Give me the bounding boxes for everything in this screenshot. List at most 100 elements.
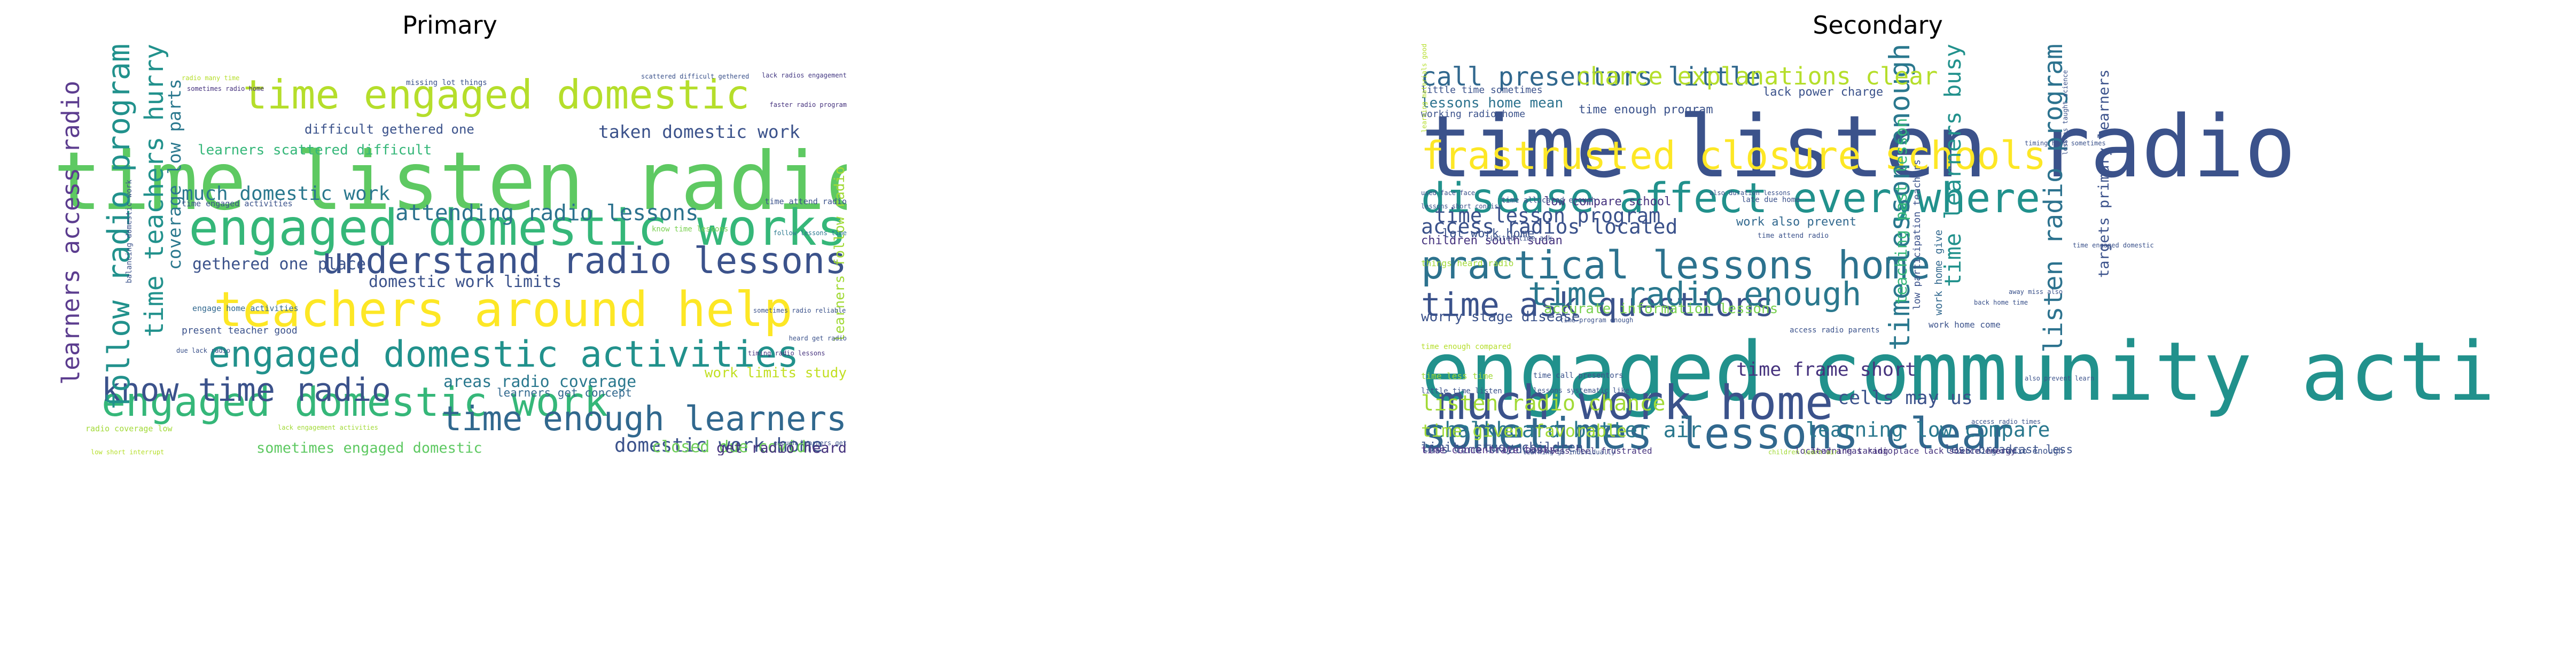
wordcloud-term: engaged domestic works	[189, 199, 847, 257]
wordcloud-term: taken domestic work	[598, 121, 800, 142]
wordcloud-term: much domestic work	[182, 183, 391, 205]
wordcloud-term: get radio heard	[716, 440, 847, 455]
wordcloud-term: much work home	[1437, 375, 1833, 430]
wordcloud-term: time call presentors	[1533, 371, 1623, 380]
wordcloud-term: work limits study	[704, 365, 847, 381]
wordcloud-term: time ask questions	[1421, 286, 1775, 324]
wordcloud-term: enough learners get	[773, 439, 847, 447]
wordcloud-term: balancing domestic work	[125, 180, 134, 283]
wordcloud-term: limited time ask	[1485, 235, 1552, 243]
wordcloud-term: learners follow radio	[832, 166, 847, 342]
wordcloud-term: low participation teachers	[1911, 159, 1923, 310]
wordcloud-term: lack source energy	[1923, 446, 2016, 455]
wordcloud-term: time enough learners	[441, 399, 847, 438]
wordcloud-term: sometimes radio reliable	[753, 307, 846, 314]
wordcloud-term: children south sudan	[1421, 234, 1563, 247]
wordcloud-term: worry stage disease	[1421, 309, 1580, 325]
wordcloud-term: children learn air	[1768, 448, 1838, 455]
wordcloud-term: less broadcast less	[1945, 443, 2073, 455]
wordcloud-term: learning materials good	[1421, 44, 1428, 133]
wordcloud-term: back home time	[1974, 299, 2028, 306]
wordcloud-term: time concentrate books	[1421, 444, 1556, 455]
wordcloud-term: access radios located	[1421, 215, 1678, 238]
wordcloud-term: follow lessons time	[773, 229, 847, 237]
wordcloud-term: located areas radio	[1795, 446, 1893, 455]
wordcloud-term: engage home activities	[192, 304, 299, 313]
wordcloud-term: time enough compared	[1421, 343, 1511, 351]
wordcloud-term: lack radios engagement	[762, 72, 847, 79]
wordcloud-term: working radio home	[1421, 108, 1526, 120]
wordcloud-term: little time sometimes	[1421, 84, 1543, 96]
wordcloud-term: due lack radio	[176, 347, 231, 354]
wordcloud-term: time frame short	[1736, 359, 1917, 381]
wordcloud-term: engaged domestic work	[102, 378, 608, 425]
secondary-wordcloud: time listen radio engaged community activ…	[1421, 44, 2489, 455]
wordcloud-term: areas radio coverage	[443, 373, 637, 391]
wordcloud-term: scattered difficult gethered	[641, 73, 750, 80]
wordcloud-term: know time radio	[102, 371, 391, 409]
wordcloud-term: access radio parents	[1790, 326, 1880, 335]
wordcloud-term: used face face	[1421, 189, 1476, 197]
wordcloud-term: time attend radio	[1758, 232, 1829, 240]
wordcloud-term: listen radio chance	[1421, 391, 1666, 416]
wordcloud-term: learning taking place	[1811, 446, 1919, 455]
wordcloud-term: disease affect everywhere	[1421, 175, 2040, 222]
wordcloud-term: cells may us	[1838, 387, 1973, 409]
wordcloud-term: time listen radio	[1421, 97, 2296, 197]
wordcloud-term: work also prevent	[1736, 215, 1857, 229]
wordcloud-term: lot work home	[1442, 227, 1535, 241]
wordcloud-term: chance explanations clear	[1576, 62, 1938, 90]
wordcloud-term: timing radio lessons	[748, 350, 825, 357]
wordcloud-term: time listen radio	[53, 135, 847, 228]
wordcloud-term: radio coverage low	[85, 424, 173, 433]
wordcloud-term: learning go individually	[1523, 448, 1615, 455]
wordcloud-term: access radio times	[1971, 418, 2041, 425]
wordcloud-term: know time lessons	[652, 225, 729, 234]
wordcloud-term: learning radio enough	[1955, 446, 2064, 455]
wordcloud-term: sometimes lessons clear	[1421, 409, 2013, 455]
wordcloud-term: work home come	[1929, 320, 2001, 330]
wordcloud-term: lack power charge	[1763, 86, 1884, 99]
wordcloud-term: things heard radio	[1421, 258, 1514, 268]
wordcloud-term: time attend radio	[764, 197, 847, 206]
wordcloud-term: learners get concept	[497, 386, 632, 399]
wordcloud-term: present teacher good	[182, 325, 298, 336]
wordcloud-term: lessons taught science	[2062, 70, 2069, 155]
wordcloud-term: time engaged domestic	[243, 71, 750, 118]
wordcloud-term: late due home	[1742, 196, 1800, 204]
wordcloud-term: also prevent learn	[2025, 375, 2095, 382]
wordcloud-term: less time broadcast	[1421, 443, 1550, 455]
wordcloud-term: lack engagement activities	[278, 424, 378, 431]
wordcloud-term: engaged community activities	[1421, 324, 2489, 419]
wordcloud-term: call presentors little	[1421, 62, 1761, 92]
wordcloud-term: learning low compare	[1806, 418, 2050, 441]
wordcloud-term: attending radio lessons	[395, 200, 699, 226]
secondary-panel-title: Secondary	[1813, 11, 1943, 40]
wordcloud-term: heard get radio	[789, 335, 847, 342]
wordcloud-term: learners access radio	[57, 81, 85, 385]
wordcloud-term: time program enough	[1560, 316, 1634, 324]
wordcloud-term: accurate information lessons	[1544, 301, 1778, 317]
wordcloud-term: radio many time	[182, 74, 240, 82]
wordcloud-term: low compare school	[1544, 195, 1672, 208]
wordcloud-term: less feel frustrated	[1549, 446, 1652, 455]
primary-wordcloud: time listen radio engaged domestic works t…	[53, 44, 847, 455]
wordcloud-term: time less time	[1421, 371, 1493, 381]
wordcloud-term: missing lot things	[406, 79, 487, 87]
wordcloud-term: closed due covid	[652, 438, 806, 455]
wordcloud-term: time engaged activities	[182, 199, 293, 208]
wordcloud-term: frastrusted closure schools	[1421, 133, 2047, 178]
wordcloud-term: faster radio program	[769, 101, 847, 108]
wordcloud-term: time lesson program	[1434, 204, 1661, 227]
wordcloud-term: away miss also	[2009, 288, 2063, 296]
wordcloud-term: teaching past lesson	[1892, 118, 1910, 305]
wordcloud-term: sometimes engaged domestic	[256, 440, 482, 455]
wordcloud-term: limits study children	[1421, 440, 1583, 455]
wordcloud-term: work home give	[1933, 229, 1945, 315]
wordcloud-term: engaged domestic activities	[208, 334, 799, 376]
wordcloud-term: coverage low parts	[164, 79, 185, 270]
wordcloud-term: domestic work home	[614, 435, 823, 455]
wordcloud-term: understand radio lessons	[322, 240, 847, 282]
wordcloud-term: practical lessons home	[1421, 243, 1931, 288]
